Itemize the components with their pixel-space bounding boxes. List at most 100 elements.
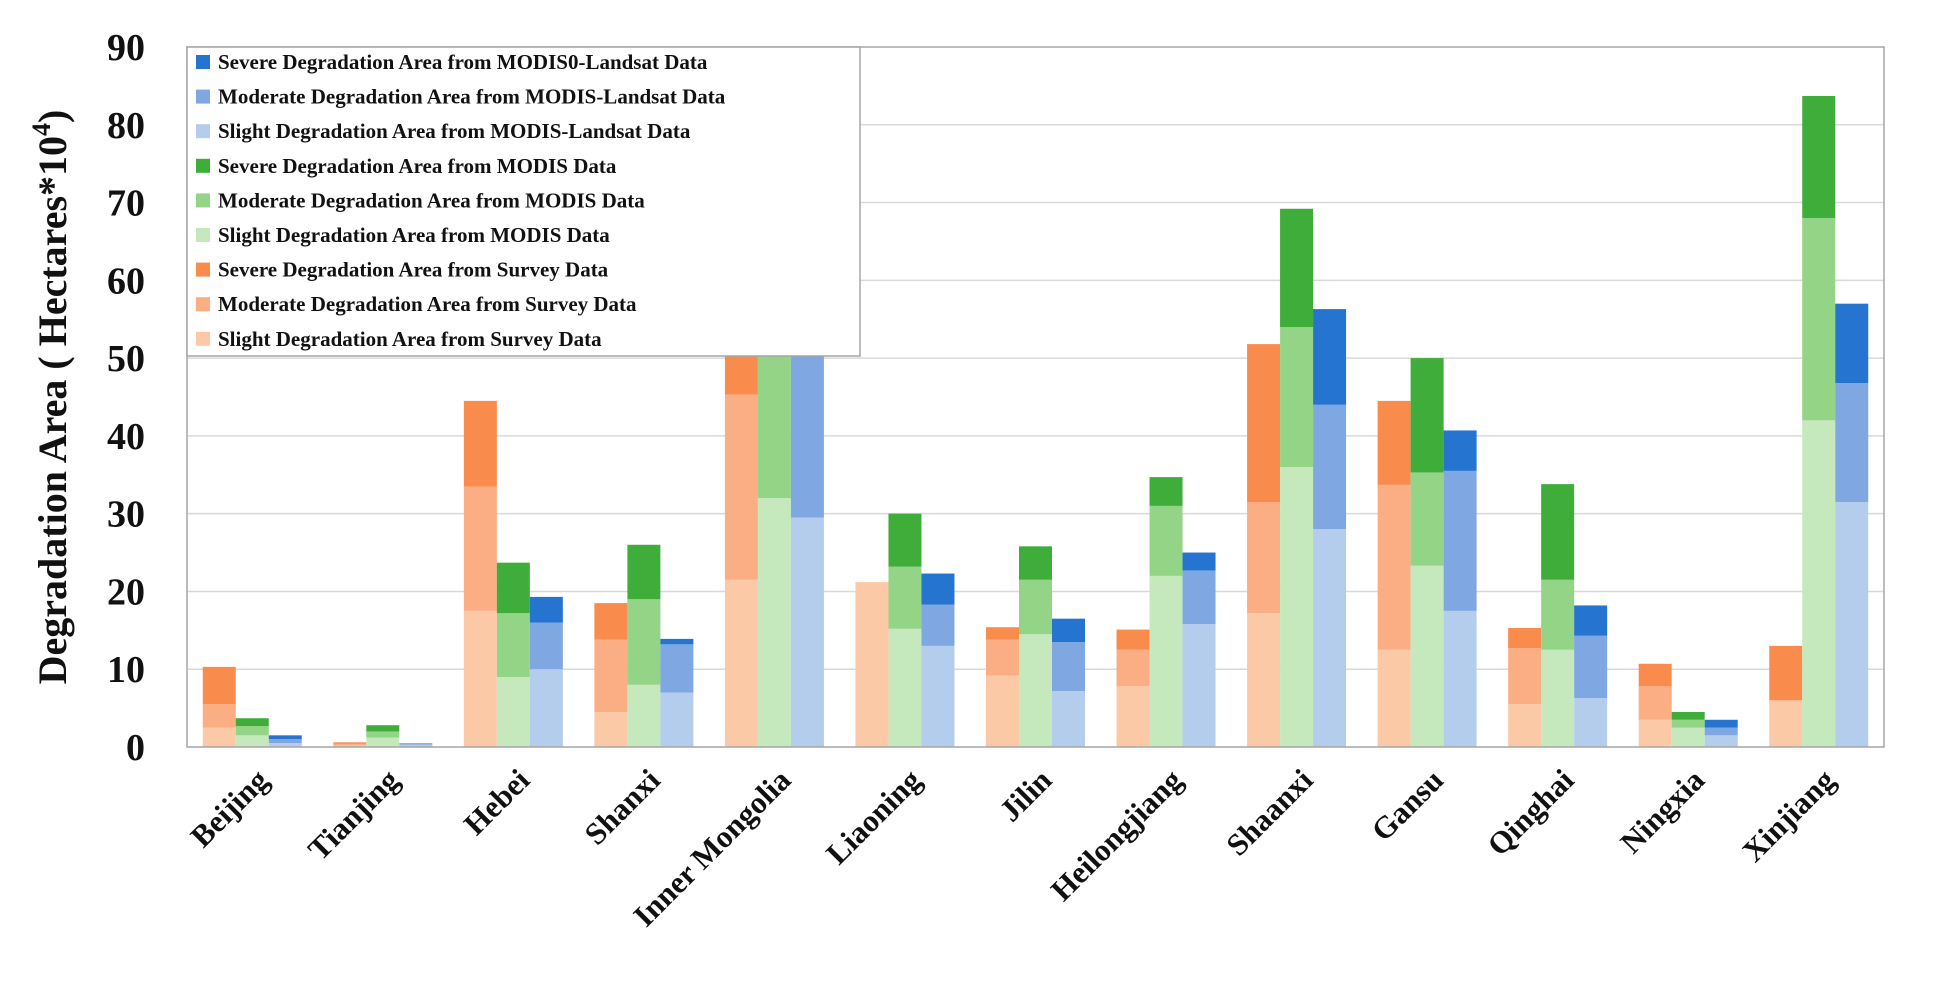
bar-ningxia-g0-s0 (1638, 719, 1672, 747)
legend-swatch (196, 193, 210, 208)
plot-frame (186, 46, 1885, 748)
bar-qinghai-g0-s2 (1508, 628, 1542, 649)
bar-heilongjiang-g2-s1 (1182, 570, 1216, 625)
bar-tianjing-g0-s1 (333, 743, 367, 746)
legend-swatch (196, 262, 210, 277)
bar-beijing-g2-s2 (268, 735, 302, 740)
bar-jilin-g1-s2 (1019, 546, 1052, 580)
legend-label: Slight Degradation Area from Survey Data (218, 327, 602, 351)
bar-gansu-g0-s2 (1377, 400, 1411, 485)
bar-shanxi-g2-s2 (660, 638, 694, 645)
bar-ningxia-g0-s1 (1638, 686, 1672, 720)
bar-shaanxi-g1-s0 (1280, 467, 1314, 747)
bar-qinghai-g0-s1 (1508, 648, 1542, 705)
bar-shanxi-g1-s1 (627, 599, 661, 685)
y-tick-label: 0 (126, 727, 145, 769)
y-tick-label: 50 (107, 338, 145, 380)
bar-inner-mongolia-g0-s0 (724, 579, 758, 747)
legend-swatch (196, 158, 210, 173)
legend-label: Moderate Degradation Area from MODIS Dat… (218, 188, 645, 212)
category-label: Qinghai (1480, 762, 1581, 863)
legend-swatch (196, 297, 210, 312)
bar-jilin-g1-s0 (1019, 634, 1052, 747)
bar-tianjing-g1-s2 (366, 725, 400, 732)
bar-gansu-g2-s0 (1443, 610, 1477, 747)
bar-xinjiang-g1-s0 (1802, 420, 1836, 747)
bar-jilin-g0-s2 (986, 627, 1019, 640)
bar-hebei-g2-s2 (529, 596, 563, 623)
legend-label: Moderate Degradation Area from Survey Da… (218, 292, 637, 316)
bar-beijing-g2-s1 (268, 739, 302, 744)
bar-hebei-g1-s2 (496, 562, 530, 614)
bar-ningxia-g1-s2 (1671, 712, 1705, 720)
bar-qinghai-g1-s1 (1541, 579, 1575, 650)
bar-tianjing-g0-s0 (333, 745, 367, 747)
category-label: Shaanxi (1219, 762, 1320, 863)
bar-gansu-g1-s2 (1410, 358, 1444, 473)
bar-beijing-g1-s2 (235, 718, 269, 726)
bar-shaanxi-g1-s2 (1280, 208, 1314, 327)
bar-hebei-g0-s0 (463, 610, 497, 747)
bar-xinjiang-g2-s1 (1835, 383, 1869, 502)
bar-jilin-g2-s0 (1052, 691, 1085, 747)
bar-jilin-g0-s1 (986, 639, 1019, 676)
bar-xinjiang-g0-s0 (1769, 700, 1803, 747)
bar-gansu-g1-s0 (1410, 565, 1444, 747)
bar-ningxia-g1-s0 (1671, 727, 1705, 747)
bar-hebei-g2-s1 (529, 622, 563, 670)
bar-shanxi-g2-s0 (660, 692, 694, 747)
bar-heilongjiang-g1-s1 (1149, 505, 1183, 576)
bar-hebei-g0-s1 (463, 486, 497, 611)
legend-label: Severe Degradation Area from MODIS0-Land… (218, 50, 708, 74)
legend-swatch (196, 55, 210, 69)
bar-inner-mongolia-g1-s0 (757, 498, 791, 747)
bar-beijing-g0-s1 (202, 704, 236, 728)
bar-shaanxi-g2-s0 (1313, 529, 1347, 747)
bar-tianjing-g2-s1 (399, 743, 433, 745)
y-tick-label: 70 (107, 183, 145, 225)
bar-tianjing-g0-s2 (333, 742, 367, 744)
bar-liaoning-g2-s1 (921, 604, 955, 646)
bar-jilin-g2-s1 (1052, 642, 1085, 691)
bar-xinjiang-g2-s0 (1835, 502, 1869, 747)
legend-swatch (196, 124, 210, 139)
bar-shanxi-g1-s2 (627, 544, 661, 600)
bar-shanxi-g1-s0 (627, 684, 661, 747)
bar-heilongjiang-g1-s0 (1149, 575, 1183, 747)
legend-label: Severe Degradation Area from Survey Data (218, 258, 609, 282)
bar-liaoning-g1-s0 (888, 628, 922, 747)
bar-beijing-g2-s0 (268, 743, 302, 747)
legend-box (186, 46, 861, 357)
bar-xinjiang-g0-s2 (1769, 645, 1803, 701)
bar-shaanxi-g0-s0 (1247, 613, 1281, 747)
legend-label: Moderate Degradation Area from MODIS-Lan… (218, 85, 726, 109)
bar-beijing-g0-s2 (202, 666, 236, 705)
bar-gansu-g2-s1 (1443, 470, 1477, 611)
y-tick-label: 40 (107, 416, 145, 458)
bar-beijing-g0-s0 (202, 727, 236, 747)
bar-jilin-g0-s0 (986, 675, 1019, 747)
bar-jilin-g1-s1 (1019, 579, 1052, 635)
bar-liaoning-g1-s1 (888, 566, 922, 629)
y-tick-label: 30 (107, 494, 145, 536)
bar-tianjing-g1-s1 (366, 731, 400, 738)
bar-beijing-g1-s1 (235, 726, 269, 736)
bar-shaanxi-g2-s1 (1313, 404, 1347, 530)
category-label: Ningxia (1613, 762, 1711, 860)
bar-liaoning-g1-s2 (888, 513, 922, 567)
category-label: Jilin (992, 762, 1058, 828)
bar-shaanxi-g2-s2 (1313, 309, 1347, 405)
bar-inner-mongolia-g2-s0 (790, 517, 824, 747)
bar-shanxi-g0-s0 (594, 712, 628, 747)
bar-xinjiang-g2-s2 (1835, 303, 1869, 383)
legend-label: Severe Degradation Area from MODIS Data (218, 154, 617, 178)
legend-swatch (196, 89, 210, 104)
bar-beijing-g1-s0 (235, 735, 269, 747)
bar-shanxi-g0-s2 (594, 603, 628, 640)
bar-hebei-g1-s0 (496, 677, 530, 747)
category-label: Shanxi (577, 762, 667, 852)
bars (202, 96, 1869, 747)
bar-ningxia-g0-s2 (1638, 663, 1672, 687)
